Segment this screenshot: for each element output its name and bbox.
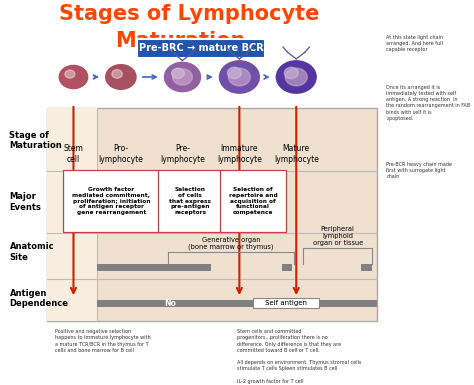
Bar [47, 108, 377, 321]
Circle shape [228, 67, 241, 79]
Text: Self antigen: Self antigen [264, 300, 307, 306]
Text: Growth factor
mediated commitment,
proliferation; initiation
of antigen receptor: Growth factor mediated commitment, proli… [73, 187, 150, 215]
Text: Stages of Lymphocyte: Stages of Lymphocyte [59, 4, 320, 24]
FancyBboxPatch shape [137, 38, 265, 58]
Bar [282, 264, 292, 271]
Text: Immature
lymphocyte: Immature lymphocyte [217, 144, 262, 164]
FancyBboxPatch shape [253, 298, 319, 308]
Bar [97, 264, 211, 271]
Text: Generative organ
(bone marrow or thymus): Generative organ (bone marrow or thymus) [188, 237, 274, 250]
Bar [47, 108, 97, 321]
Text: Mature
lymphocyte: Mature lymphocyte [274, 144, 319, 164]
Circle shape [219, 61, 259, 93]
Text: Stage of
Maturation: Stage of Maturation [9, 131, 62, 150]
FancyBboxPatch shape [220, 170, 286, 232]
Bar [361, 264, 372, 271]
Text: Stem
cell: Stem cell [64, 144, 83, 164]
Text: Maturation: Maturation [115, 31, 246, 51]
Circle shape [276, 61, 316, 93]
FancyBboxPatch shape [63, 170, 160, 232]
Circle shape [172, 68, 184, 79]
Circle shape [59, 65, 88, 89]
Text: Positive and negative selection
happens to immature lymphocyte with
a mature TCR: Positive and negative selection happens … [55, 329, 150, 353]
Circle shape [106, 65, 136, 89]
Text: Pre-
lymphocyte: Pre- lymphocyte [160, 144, 205, 164]
Text: Pre-BCR heavy chain made
first with surrogate light
chain: Pre-BCR heavy chain made first with surr… [386, 162, 452, 179]
Text: Pre-BRC → mature BCR: Pre-BRC → mature BCR [139, 43, 264, 53]
Text: Major
Events: Major Events [9, 192, 41, 212]
Text: Selection of
repertoire and
acquisition of
functional
competence: Selection of repertoire and acquisition … [228, 187, 277, 215]
Text: Antigen
Dependence: Antigen Dependence [9, 289, 68, 308]
Circle shape [173, 69, 192, 85]
Text: Selection
of cells
that express
pre-antigen
receptors: Selection of cells that express pre-anti… [169, 187, 211, 215]
FancyBboxPatch shape [158, 170, 222, 232]
Text: Stem cells and committed
progenitors...proliferation there is no
difference. Onl: Stem cells and committed progenitors...p… [237, 329, 361, 385]
Bar [97, 300, 377, 307]
Text: Once its arranged it is
immediately tested with self
antigen. A strong reaction : Once its arranged it is immediately test… [386, 85, 471, 121]
Bar [319, 300, 329, 307]
Text: Peripheral
lymphoid
organ or tissue: Peripheral lymphoid organ or tissue [312, 226, 363, 246]
Circle shape [112, 70, 122, 78]
Circle shape [164, 62, 201, 92]
Circle shape [284, 67, 298, 79]
Text: No: No [164, 299, 177, 308]
Text: At this state light chain
arranged. And here full
capable receptor: At this state light chain arranged. And … [386, 35, 443, 52]
Text: Anatomic
Site: Anatomic Site [9, 243, 54, 262]
Text: Pro-
lymphocyte: Pro- lymphocyte [99, 144, 143, 164]
Circle shape [65, 70, 75, 78]
Circle shape [285, 68, 307, 86]
Circle shape [228, 68, 250, 86]
